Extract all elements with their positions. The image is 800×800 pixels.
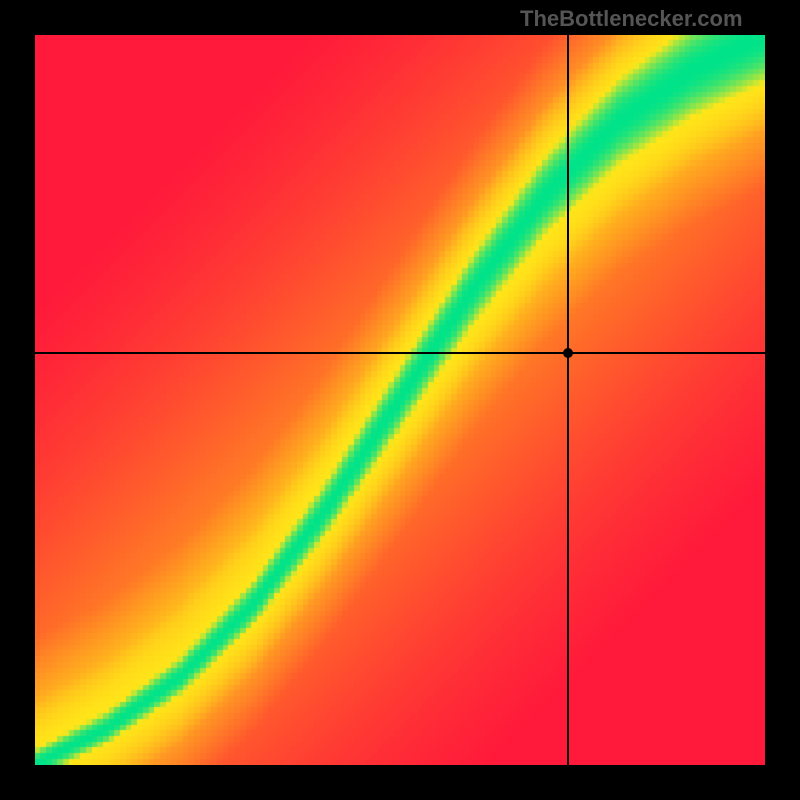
plot-area — [35, 35, 765, 765]
crosshair-marker — [563, 348, 573, 358]
heatmap-canvas — [35, 35, 765, 765]
watermark-text: TheBottlenecker.com — [520, 6, 743, 32]
crosshair-horizontal — [35, 352, 765, 354]
crosshair-vertical — [567, 35, 569, 765]
